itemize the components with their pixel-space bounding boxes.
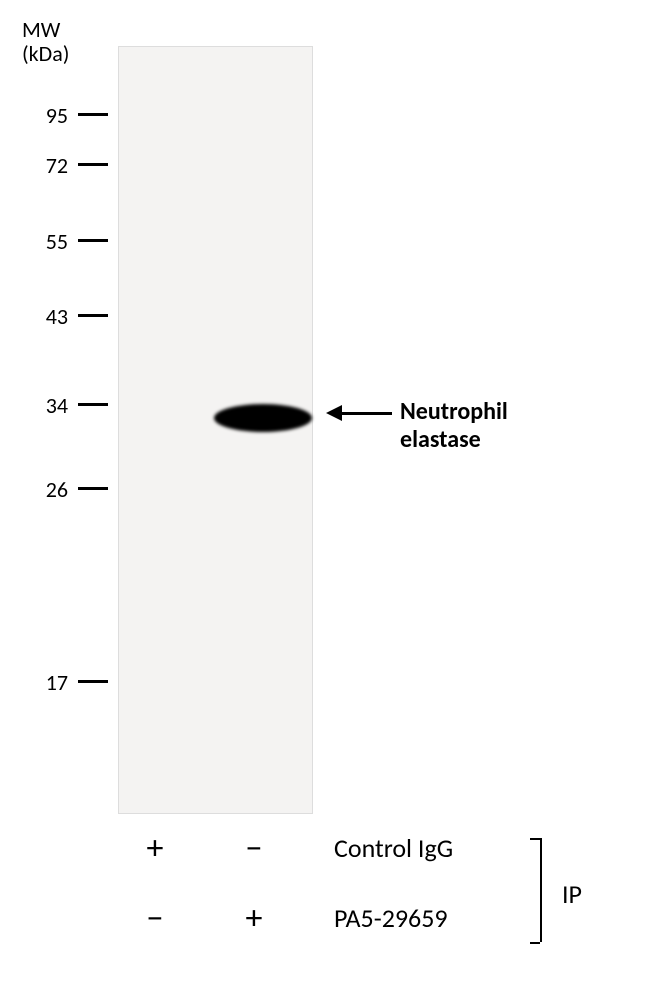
mw-marker-43: 43 <box>28 303 68 330</box>
lane2-control-symbol: − <box>239 828 269 869</box>
condition-label-antibody: PA5-29659 <box>334 902 448 934</box>
lane2-antibody-symbol: + <box>239 898 269 939</box>
mw-marker-34: 34 <box>28 392 68 419</box>
mw-marker-26: 26 <box>28 476 68 503</box>
mw-tick-55 <box>78 239 108 242</box>
mw-marker-95: 95 <box>28 102 68 129</box>
band-label-line1: Neutrophil <box>400 397 508 426</box>
kda-text: (kDa) <box>22 40 69 67</box>
ip-bracket-bottom-tick <box>530 942 540 944</box>
mw-marker-17: 17 <box>28 669 68 696</box>
mw-tick-26 <box>78 487 108 490</box>
band-arrow-head <box>326 405 342 421</box>
mw-tick-17 <box>78 680 108 683</box>
band-label: Neutrophilelastase <box>400 398 508 453</box>
lane1-antibody-symbol: − <box>140 898 170 939</box>
ip-bracket-vertical <box>540 838 542 942</box>
mw-axis-title: MW(kDa) <box>22 18 69 66</box>
mw-tick-95 <box>78 113 108 116</box>
mw-tick-34 <box>78 403 108 406</box>
protein-band-neutrophil-elastase <box>214 404 312 432</box>
lane1-control-symbol: + <box>140 828 170 869</box>
band-arrow-shaft <box>340 412 392 415</box>
mw-marker-55: 55 <box>28 228 68 255</box>
band-label-line2: elastase <box>400 425 481 454</box>
mw-tick-72 <box>78 163 108 166</box>
ip-bracket-top-tick <box>530 838 540 840</box>
mw-tick-43 <box>78 314 108 317</box>
condition-label-control-igg: Control IgG <box>334 832 453 864</box>
mw-text: MW <box>22 16 60 43</box>
ip-label: IP <box>562 878 582 910</box>
mw-marker-72: 72 <box>28 152 68 179</box>
